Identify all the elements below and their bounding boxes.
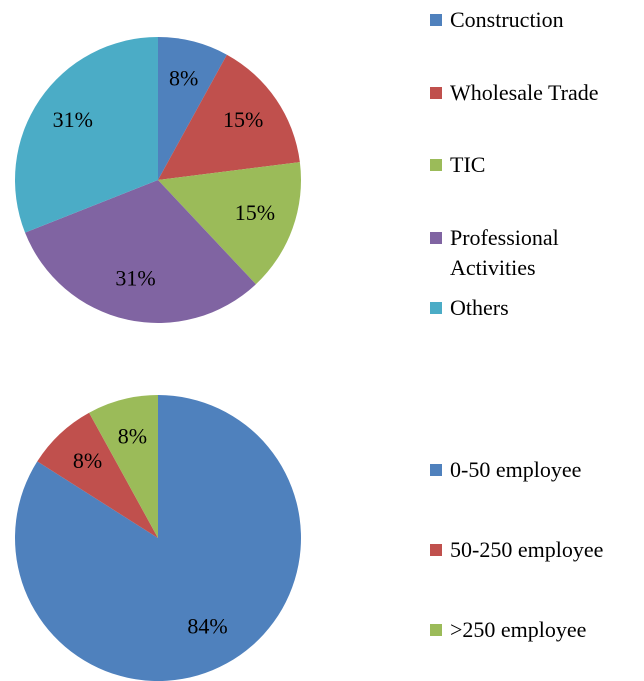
pie-slice (37, 412, 158, 538)
legend-label: Others (450, 295, 509, 320)
slice-label: 15% (235, 200, 275, 225)
pie-slice (158, 54, 300, 181)
legend-swatch (430, 14, 442, 26)
slice-label: 31% (53, 107, 93, 132)
legend-label: Wholesale Trade (450, 80, 599, 105)
legend-label: Professional Activities (450, 225, 559, 280)
legend-swatch (430, 544, 442, 556)
slice-label: 31% (115, 266, 155, 291)
legend-label: >250 employee (450, 617, 587, 642)
legend-item: Construction (430, 5, 630, 35)
slice-label: 8% (73, 448, 102, 473)
legend-swatch (430, 87, 442, 99)
legend-item: Others (430, 293, 630, 323)
legend-item: 0-50 employee (430, 455, 630, 485)
legend-label: 0-50 employee (450, 457, 582, 482)
legend-swatch (430, 302, 442, 314)
legend-item: Wholesale Trade (430, 78, 630, 108)
slice-label: 8% (169, 65, 198, 90)
legend-item: >250 employee (430, 615, 630, 645)
legend-swatch (430, 159, 442, 171)
legend-label: Construction (450, 7, 564, 32)
legend-label: TIC (450, 152, 486, 177)
legend-swatch (430, 232, 442, 244)
pie-slice (14, 37, 159, 233)
pie-slice (89, 395, 158, 538)
slice-label: 84% (187, 613, 227, 638)
pie-slice (25, 180, 256, 324)
legend-item: Professional Activities (430, 223, 630, 283)
legend-swatch (430, 464, 442, 476)
legend-item: 50-250 employee (430, 535, 630, 565)
slice-label: 8% (118, 423, 147, 448)
legend-label: 50-250 employee (450, 537, 604, 562)
legend-swatch (430, 624, 442, 636)
pie-slice (158, 37, 227, 180)
slice-label: 15% (223, 107, 263, 132)
pie-slice (158, 162, 301, 285)
legend-item: TIC (430, 150, 630, 180)
